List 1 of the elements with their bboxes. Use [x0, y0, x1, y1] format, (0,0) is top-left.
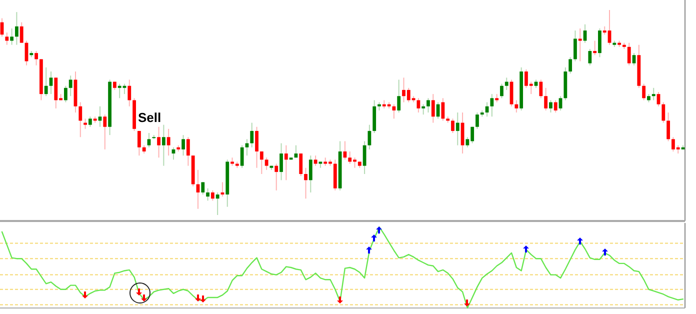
annotation: Sell	[138, 110, 162, 125]
